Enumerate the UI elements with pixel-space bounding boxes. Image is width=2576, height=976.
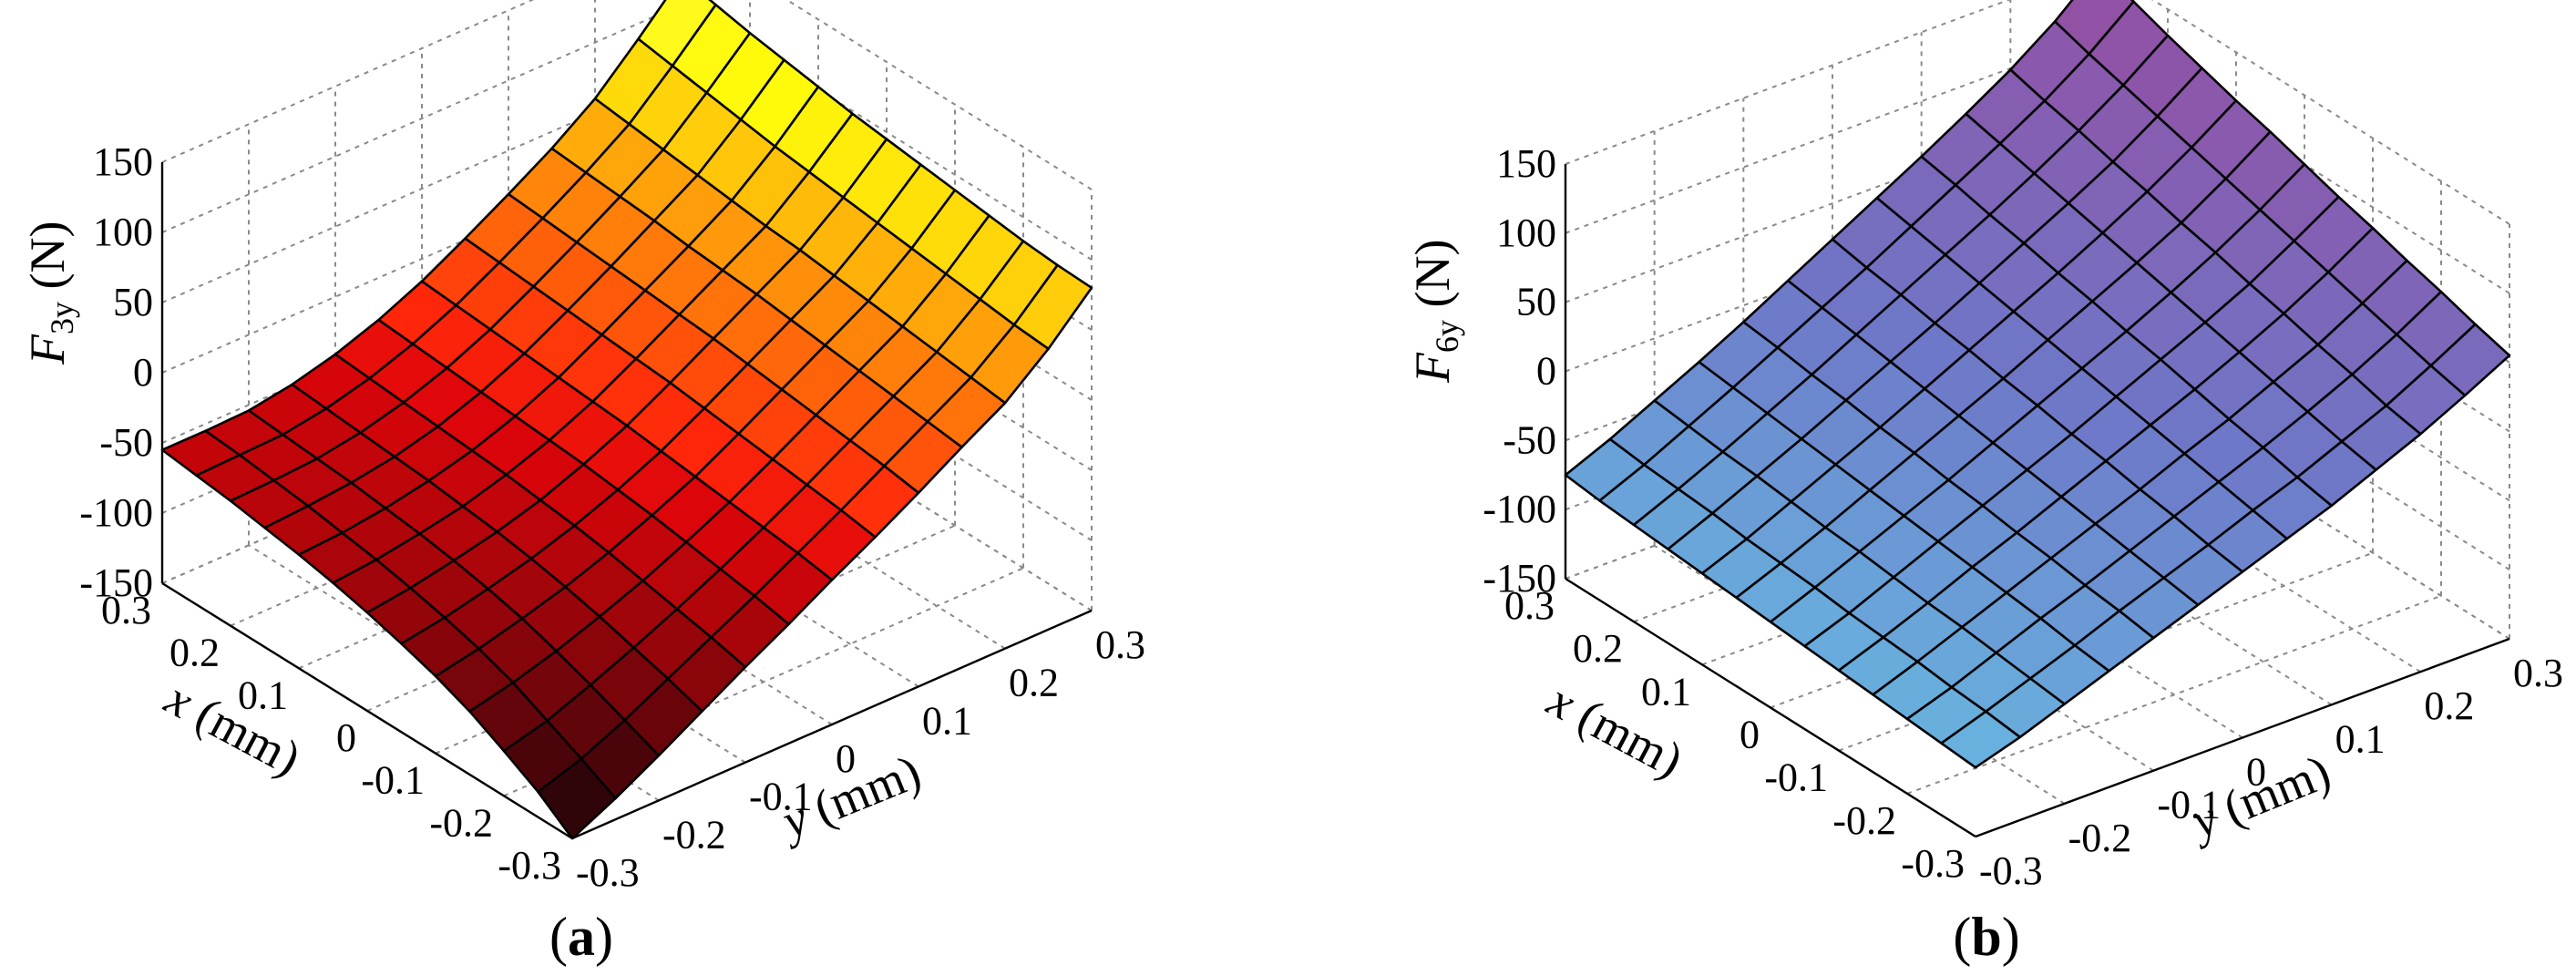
- y-tick-label: 0: [2246, 750, 2266, 795]
- x-tick-label: 0.2: [1573, 626, 1623, 671]
- z-tick-label: 150: [1496, 141, 1556, 186]
- panel-b-z-axis-label: F6y (N): [1405, 240, 1465, 384]
- x-tick-label: 0.2: [169, 631, 220, 675]
- x-tick-label: 0.3: [101, 588, 151, 632]
- y-tick-label: -0.3: [1979, 848, 2043, 893]
- axis-edge: [1565, 577, 1976, 838]
- z-tick-label: 100: [93, 210, 153, 254]
- y-tick-label: 0.3: [1095, 622, 1145, 667]
- z-tick-label: -100: [1483, 487, 1556, 531]
- y-tick-label: 0.1: [2335, 716, 2386, 761]
- x-tick-label: 0.1: [1641, 669, 1691, 714]
- axis-edge: [571, 609, 1093, 840]
- y-tick-label: -0.3: [576, 850, 640, 895]
- y-tick-label: 0.3: [2513, 651, 2563, 695]
- z-tick-label: 50: [1516, 280, 1556, 324]
- x-tick-label: -0.2: [429, 800, 493, 845]
- y-tick-label: 0.1: [922, 698, 972, 743]
- z-tick-label: -100: [79, 490, 153, 535]
- axis-edge: [1975, 637, 2510, 838]
- panel-a-z-ticks: 150 100 50 0 -50 -100 -150: [79, 139, 153, 605]
- x-tick-label: -0.1: [1764, 755, 1828, 800]
- z-tick-label: 150: [93, 139, 153, 184]
- x-tick-label: -0.3: [1901, 841, 1965, 886]
- x-tick-label: -0.3: [498, 843, 561, 888]
- x-tick-label: -0.1: [361, 758, 425, 803]
- z-tick-label: -150: [79, 560, 153, 605]
- surface-cell: [537, 757, 617, 840]
- y-tick-label: -0.2: [662, 812, 726, 857]
- z-tick-label: 0: [1536, 349, 1556, 394]
- z-tick-label: 50: [113, 280, 153, 324]
- panel-b-z-ticks: 150 100 50 0 -50 -100 -150: [1483, 141, 1556, 601]
- panel-b-surface: [1564, 0, 2511, 769]
- x-tick-label: 0.1: [238, 673, 288, 717]
- panel-b-frame: [1564, 164, 2510, 838]
- y-tick-label: 0.2: [1009, 661, 1059, 705]
- panel-a-z-axis-label: F3y (N): [20, 221, 80, 365]
- x-tick-label: 0: [336, 715, 356, 760]
- panel-a-frame: [160, 162, 1093, 840]
- grid-line: [161, 0, 535, 163]
- y-tick-label: -0.1: [749, 775, 813, 819]
- z-tick-label: 0: [133, 350, 153, 395]
- z-tick-label: -50: [99, 420, 153, 465]
- x-tick-label: -0.2: [1832, 798, 1896, 843]
- panel-b-x-ticks: 0.3 0.2 0.1 0-0.1-0.2-0.3: [1504, 583, 1965, 886]
- z-tick-label: 100: [1496, 211, 1556, 255]
- panel-a-x-ticks: 0.3 0.2 0.1 0-0.1-0.2-0.3: [101, 588, 561, 888]
- panel-a-y-ticks: -0.3 -0.2 -0.1 0 0.1 0.2 0.3: [576, 622, 1145, 895]
- y-tick-label: 0.2: [2424, 683, 2474, 728]
- x-tick-label: 0: [1740, 713, 1760, 757]
- grid-line: [785, 0, 1093, 190]
- panel-a-caption: (a): [549, 907, 613, 967]
- z-tick-label: -50: [1503, 417, 1556, 462]
- panel-b-y-ticks: -0.3 -0.2 -0.1 0 0.1 0.2 0.3: [1979, 651, 2563, 893]
- x-tick-label: 0.3: [1504, 583, 1555, 628]
- surface-cell: [1940, 710, 2022, 769]
- panel-a-surface: [160, 0, 1093, 840]
- panel-b-caption: (b): [1953, 907, 2019, 967]
- y-tick-label: 0: [836, 736, 856, 781]
- y-tick-label: -0.1: [2157, 783, 2221, 827]
- z-tick-label: -150: [1483, 556, 1556, 601]
- axis-edge: [161, 581, 573, 840]
- y-tick-label: -0.2: [2068, 816, 2132, 860]
